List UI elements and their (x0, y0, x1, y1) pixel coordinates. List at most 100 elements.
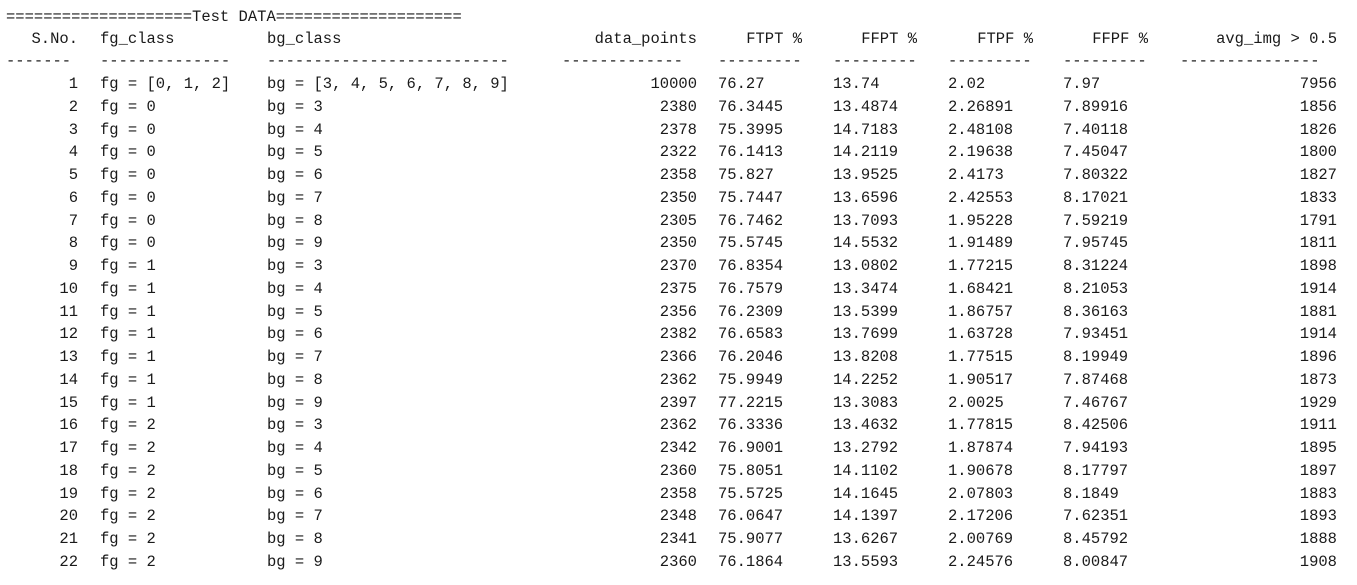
cell-ffpt: 14.1102 (833, 461, 899, 480)
cell-sno: 2 (68, 97, 78, 116)
cell-ftpf: 2.00769 (948, 530, 1014, 548)
table-row: 19 fg = 2 bg = 6 2358 75.5725 14.1645 2.07803 8… (0, 483, 1357, 505)
cell-fg-class: fg = 1 (100, 279, 156, 298)
cell-avg-img: 1811 (1299, 234, 1337, 253)
cell-sno: 19 (59, 484, 78, 503)
cell-bg-class: bg = 3 (267, 257, 323, 275)
cell-avg-img: 1883 (1299, 484, 1337, 503)
cell-sno: 1 (68, 75, 78, 93)
cell-ffpt: 13.4874 (833, 97, 899, 116)
cell-sno: 7 (68, 211, 78, 230)
cell-ftpf: 1.86757 (948, 302, 1014, 321)
cell-sno: 20 (59, 507, 78, 526)
column-header-ffpt: FFPT % (861, 30, 917, 48)
cell-data-points: 2341 (659, 530, 697, 548)
cell-ffpt: 13.4632 (833, 416, 899, 435)
cell-data-points: 2370 (659, 257, 697, 275)
cell-ftpt: 76.0647 (718, 507, 784, 526)
cell-ftpt: 75.5745 (718, 234, 784, 253)
cell-ftpt: 76.2309 (718, 302, 784, 321)
cell-ffpf: 7.59219 (1063, 211, 1129, 230)
cell-ffpf: 8.45792 (1063, 530, 1129, 548)
cell-ffpt: 13.3083 (833, 393, 899, 412)
cell-ftpf: 1.77815 (948, 416, 1014, 435)
cell-avg-img: 1893 (1299, 507, 1337, 526)
cell-avg-img: 1826 (1299, 120, 1337, 139)
cell-ftpt: 77.2215 (718, 393, 784, 412)
cell-fg-class: fg = 1 (100, 325, 156, 344)
cell-fg-class: fg = 0 (100, 188, 156, 207)
cell-ffpf: 8.36163 (1063, 302, 1129, 321)
table-row: 11 fg = 1 bg = 5 2356 76.2309 13.5399 1.86757 8… (0, 301, 1357, 323)
cell-fg-class: fg = 0 (100, 97, 156, 116)
cell-ffpf: 8.17797 (1063, 461, 1129, 480)
cell-bg-class: bg = 7 (267, 188, 323, 207)
cell-fg-class: fg = 2 (100, 507, 156, 526)
column-header-bg-class: bg_class (267, 30, 342, 48)
column-header-ftpf: FTPF % (977, 30, 1033, 48)
cell-bg-class: bg = 3 (267, 416, 323, 435)
cell-ffpf: 7.87468 (1063, 370, 1129, 389)
cell-data-points: 2350 (659, 234, 697, 253)
column-header-avg-img: avg_img > 0.5 (1216, 30, 1337, 48)
cell-ftpt: 76.1413 (718, 143, 784, 162)
cell-ftpt: 76.9001 (718, 439, 784, 457)
cell-data-points: 2358 (659, 484, 697, 503)
cell-ftpf: 1.87874 (948, 439, 1014, 457)
cell-avg-img: 1898 (1299, 257, 1337, 275)
table-row: 5 fg = 0 bg = 6 2358 75.827 13.9525 2.4173 7.80… (0, 164, 1357, 186)
cell-ffpf: 7.46767 (1063, 393, 1129, 412)
cell-data-points: 2378 (659, 120, 697, 139)
separator-ffpf: --------- (1063, 52, 1147, 70)
cell-fg-class: fg = 1 (100, 348, 156, 366)
cell-ffpt: 13.6267 (833, 530, 899, 548)
table-row: 2 fg = 0 bg = 3 2380 76.3445 13.4874 2.26891 7.… (0, 96, 1357, 118)
table-row: 13 fg = 1 bg = 7 2366 76.2046 13.8208 1.77515 8… (0, 346, 1357, 368)
separator-ffpt: --------- (833, 52, 917, 70)
table-row: 15 fg = 1 bg = 9 2397 77.2215 13.3083 2.0025 7.… (0, 392, 1357, 414)
cell-sno: 14 (59, 370, 78, 389)
cell-bg-class: bg = 8 (267, 370, 323, 389)
cell-data-points: 2358 (659, 166, 697, 184)
cell-bg-class: bg = 9 (267, 234, 323, 253)
table-row: 18 fg = 2 bg = 5 2360 75.8051 14.1102 1.90678 8… (0, 460, 1357, 482)
cell-ftpf: 2.42553 (948, 188, 1014, 207)
cell-ftpt: 76.3336 (718, 416, 784, 435)
cell-data-points: 2348 (659, 507, 697, 526)
separator-ftpt: --------- (718, 52, 802, 70)
cell-avg-img: 1888 (1299, 530, 1337, 548)
cell-ftpt: 75.3995 (718, 120, 784, 139)
cell-fg-class: fg = 0 (100, 166, 156, 184)
table-row: 4 fg = 0 bg = 5 2322 76.1413 14.2119 2.19638 7.… (0, 141, 1357, 163)
cell-ffpt: 13.6596 (833, 188, 899, 207)
cell-sno: 4 (68, 143, 78, 162)
column-header-sno: S.No. (31, 30, 78, 48)
cell-data-points: 2350 (659, 188, 697, 207)
cell-sno: 12 (59, 325, 78, 344)
cell-ftpf: 1.90517 (948, 370, 1014, 389)
cell-sno: 16 (59, 416, 78, 435)
table-row: 1 fg = [0, 1, 2] bg = [3, 4, 5, 6, 7, 8, 9… (0, 73, 1357, 95)
table-row: 22 fg = 2 bg = 9 2360 76.1864 13.5593 2.24576 8… (0, 551, 1357, 573)
cell-fg-class: fg = [0, 1, 2] (100, 75, 231, 93)
cell-fg-class: fg = 2 (100, 439, 156, 457)
cell-sno: 17 (59, 439, 78, 457)
cell-bg-class: bg = 5 (267, 461, 323, 480)
cell-sno: 10 (59, 279, 78, 298)
cell-ftpf: 1.77215 (948, 257, 1014, 275)
cell-sno: 15 (59, 393, 78, 412)
cell-ftpf: 2.4173 (948, 166, 1004, 184)
cell-fg-class: fg = 1 (100, 257, 156, 275)
cell-ffpf: 7.62351 (1063, 507, 1129, 526)
cell-ffpf: 7.95745 (1063, 234, 1129, 253)
table-row: 10 fg = 1 bg = 4 2375 76.7579 13.3474 1.68421 8… (0, 278, 1357, 300)
cell-bg-class: bg = 4 (267, 120, 323, 139)
cell-ffpf: 7.93451 (1063, 325, 1129, 344)
cell-ftpf: 2.48108 (948, 120, 1014, 139)
cell-data-points: 2375 (659, 279, 697, 298)
column-header-ftpt: FTPT % (746, 30, 802, 48)
cell-bg-class: bg = 8 (267, 530, 323, 548)
cell-ftpt: 76.1864 (718, 552, 784, 571)
cell-avg-img: 1827 (1299, 166, 1337, 184)
table-separator: ------- -------------- -------------------… (0, 50, 1357, 72)
